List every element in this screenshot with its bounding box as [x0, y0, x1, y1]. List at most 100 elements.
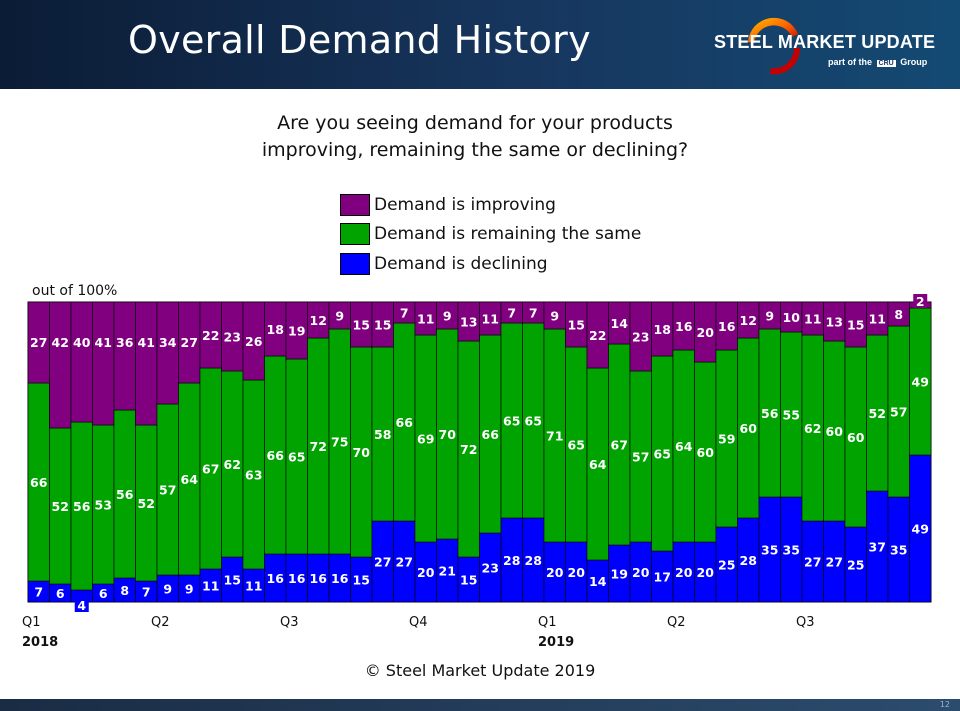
data-label-same-41: 49	[912, 375, 929, 390]
data-label-same-34: 56	[761, 406, 779, 421]
data-label-improving-2: 40	[73, 335, 91, 350]
chart-question: Are you seeing demand for your products …	[0, 110, 950, 164]
data-label-improving-12: 19	[288, 324, 305, 339]
data-label-same-28: 57	[632, 450, 649, 465]
data-label-declining-13: 16	[310, 571, 328, 586]
data-label-improving-20: 13	[460, 315, 477, 330]
data-label-same-15: 70	[353, 445, 371, 460]
data-label-same-27: 67	[611, 438, 628, 453]
data-label-improving-25: 15	[568, 318, 585, 333]
data-label-same-25: 65	[568, 438, 585, 453]
data-label-improving-27: 14	[611, 316, 629, 331]
data-label-declining-23: 28	[525, 553, 542, 568]
data-label-improving-6: 34	[159, 335, 177, 350]
question-line-1: Are you seeing demand for your products	[277, 112, 673, 134]
logo-sub-prefix: part of the	[828, 57, 872, 67]
data-label-declining-5: 7	[142, 585, 151, 600]
data-label-declining-38: 25	[847, 558, 864, 573]
data-label-declining-21: 23	[482, 561, 499, 576]
data-label-improving-3: 41	[95, 335, 112, 350]
data-label-declining-10: 11	[245, 579, 262, 594]
logo-subtitle: part of the CRU Group	[828, 57, 927, 67]
data-label-declining-6: 9	[163, 582, 172, 597]
data-label-declining-1: 6	[56, 586, 65, 601]
data-label-declining-4: 8	[120, 583, 129, 598]
data-label-declining-40: 35	[890, 543, 907, 558]
data-label-declining-3: 6	[99, 586, 108, 601]
stacked-bar-chart: out of 100%76627652424564065341856367524…	[22, 283, 932, 650]
data-label-declining-12: 16	[288, 571, 306, 586]
bar-improving-1	[49, 301, 72, 429]
data-label-same-36: 62	[804, 421, 821, 436]
legend-label-declining: Demand is declining	[374, 253, 548, 274]
data-label-bg-declining-2	[74, 598, 89, 612]
data-label-declining-8: 11	[202, 579, 219, 594]
data-label-same-24: 71	[546, 429, 563, 444]
data-label-same-2: 56	[73, 499, 91, 514]
data-label-same-6: 57	[159, 483, 176, 498]
bar-improving-2	[70, 301, 93, 423]
data-label-same-31: 60	[697, 445, 715, 460]
data-label-declining-32: 25	[718, 558, 735, 573]
data-label-bg-improving-41	[913, 294, 928, 308]
data-label-declining-17: 27	[396, 555, 413, 570]
logo-arc-icon	[748, 17, 801, 75]
data-label-improving-32: 16	[718, 319, 736, 334]
data-label-same-11: 66	[267, 448, 285, 463]
data-label-same-4: 56	[116, 487, 134, 502]
cru-badge: CRU	[876, 60, 896, 67]
legend-label-same: Demand is remaining the same	[374, 224, 642, 245]
page-title: Overall Demand History	[128, 18, 591, 62]
data-label-improving-40: 8	[894, 307, 903, 322]
data-label-improving-33: 12	[740, 313, 757, 328]
bar-improving-6	[156, 301, 179, 405]
data-label-declining-22: 28	[503, 553, 520, 568]
data-label-same-18: 69	[417, 432, 434, 447]
data-label-declining-41: 49	[912, 522, 929, 537]
data-label-improving-11: 18	[267, 322, 284, 337]
question-line-2: improving, remaining the same or declini…	[261, 139, 689, 161]
data-label-declining-36: 27	[804, 555, 821, 570]
bar-improving-3	[92, 301, 115, 426]
data-label-same-0: 66	[30, 475, 48, 490]
data-label-same-20: 72	[460, 442, 477, 457]
data-label-improving-24: 9	[550, 309, 559, 324]
data-label-improving-36: 11	[804, 312, 821, 327]
data-label-declining-0: 7	[34, 585, 43, 600]
data-label-improving-28: 23	[632, 330, 649, 345]
data-label-same-17: 66	[396, 415, 414, 430]
data-label-improving-14: 9	[335, 309, 344, 324]
data-label-declining-2: 4	[77, 598, 86, 613]
copyright-text: © Steel Market Update 2019	[364, 661, 596, 680]
legend-item-improving: Demand is improving	[340, 190, 641, 220]
data-label-improving-16: 15	[374, 318, 391, 333]
data-label-declining-30: 20	[675, 565, 693, 580]
data-label-same-12: 65	[288, 450, 305, 465]
chart-legend: Demand is improving Demand is remaining …	[340, 190, 641, 279]
data-label-same-9: 62	[224, 457, 241, 472]
footer-bar	[0, 699, 960, 711]
data-label-declining-29: 17	[654, 570, 671, 585]
data-label-same-23: 65	[525, 414, 542, 429]
data-label-same-37: 60	[826, 424, 844, 439]
data-label-declining-19: 21	[439, 564, 456, 579]
data-label-declining-18: 20	[417, 565, 435, 580]
data-label-declining-20: 15	[460, 573, 477, 588]
data-label-improving-8: 22	[202, 328, 219, 343]
legend-swatch-same	[340, 223, 370, 246]
x-tick-label-5: Q2	[667, 615, 686, 630]
x-tick-label-6: Q3	[796, 615, 815, 630]
data-label-declining-28: 20	[632, 565, 650, 580]
data-label-same-26: 64	[589, 457, 607, 472]
legend-swatch-improving	[340, 193, 370, 216]
steel-market-update-logo: STEEL MARKET UPDATE part of the CRU Grou…	[700, 10, 940, 80]
legend-swatch-declining	[340, 252, 370, 275]
data-label-same-35: 55	[783, 408, 800, 423]
data-label-improving-4: 36	[116, 335, 134, 350]
data-label-improving-13: 12	[310, 313, 327, 328]
data-label-same-16: 58	[374, 427, 391, 442]
data-label-improving-22: 7	[507, 306, 516, 321]
legend-label-improving: Demand is improving	[374, 194, 556, 215]
data-label-improving-34: 9	[765, 309, 774, 324]
data-label-declining-39: 37	[869, 540, 886, 555]
